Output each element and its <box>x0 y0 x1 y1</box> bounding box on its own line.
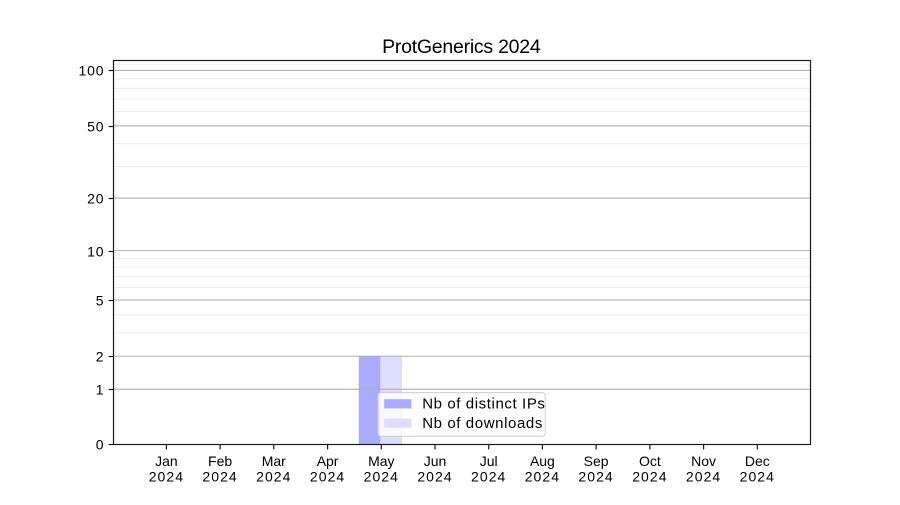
svg-text:Sep: Sep <box>584 453 609 469</box>
svg-text:Feb: Feb <box>208 453 232 469</box>
svg-text:2024: 2024 <box>364 468 399 484</box>
svg-text:2024: 2024 <box>471 468 506 484</box>
svg-text:1: 1 <box>96 382 105 398</box>
svg-text:Apr: Apr <box>317 453 339 469</box>
svg-text:0: 0 <box>96 437 105 453</box>
svg-text:Jan: Jan <box>155 453 178 469</box>
svg-text:Dec: Dec <box>745 453 770 469</box>
svg-text:10: 10 <box>87 244 104 260</box>
svg-text:5: 5 <box>96 293 105 309</box>
svg-text:Mar: Mar <box>262 453 286 469</box>
svg-text:ProtGenerics 2024: ProtGenerics 2024 <box>382 36 541 58</box>
svg-text:2024: 2024 <box>256 468 291 484</box>
svg-text:Aug: Aug <box>530 453 555 469</box>
svg-text:2024: 2024 <box>525 468 560 484</box>
svg-text:2024: 2024 <box>578 468 613 484</box>
svg-text:2024: 2024 <box>686 468 721 484</box>
svg-text:Jun: Jun <box>424 453 447 469</box>
svg-text:100: 100 <box>79 63 105 79</box>
svg-text:Jul: Jul <box>480 453 498 469</box>
svg-text:Nb of downloads: Nb of downloads <box>422 415 543 432</box>
svg-text:May: May <box>368 453 394 469</box>
svg-text:2024: 2024 <box>417 468 452 484</box>
svg-text:2024: 2024 <box>310 468 345 484</box>
svg-text:2024: 2024 <box>740 468 775 484</box>
svg-text:Oct: Oct <box>639 453 661 469</box>
svg-text:2024: 2024 <box>202 468 237 484</box>
svg-text:20: 20 <box>87 191 104 207</box>
svg-text:Nov: Nov <box>691 453 716 469</box>
svg-text:2024: 2024 <box>632 468 667 484</box>
svg-text:Nb of distinct IPs: Nb of distinct IPs <box>422 396 545 413</box>
svg-text:50: 50 <box>87 119 104 135</box>
svg-text:2024: 2024 <box>149 468 184 484</box>
svg-text:2: 2 <box>96 349 105 365</box>
